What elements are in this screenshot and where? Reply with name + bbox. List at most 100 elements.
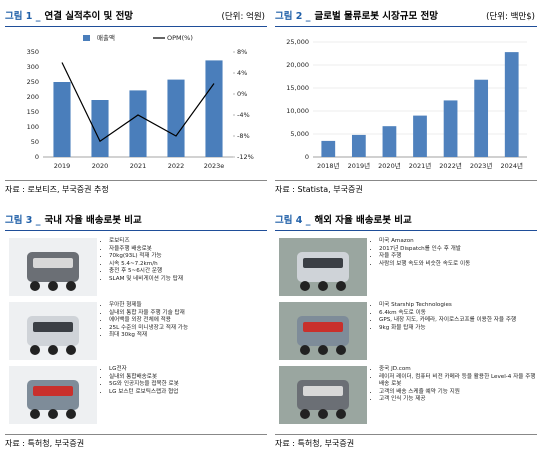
spec-item: 로보티즈 bbox=[109, 238, 271, 246]
bar bbox=[53, 82, 71, 157]
robot-row: 중국 JD.com레이저 레이더, 컴퓨터 비전 카메라 등을 활용한 Leve… bbox=[275, 364, 537, 426]
bar bbox=[91, 100, 109, 157]
legend-label: 매출액 bbox=[97, 33, 115, 42]
spec-item: 2017년 Dispatch를 인수 후 개발 bbox=[379, 246, 540, 254]
spec-item: 25L 수준의 미니냉장고 적재 가능 bbox=[109, 325, 271, 333]
bar bbox=[321, 140, 336, 157]
unit: (단위: 억원) bbox=[221, 12, 265, 22]
robot-row: 우아한 형제들실내외 통합 자율 주행 기술 탑재에어백을 외장 전체에 적용2… bbox=[5, 300, 267, 362]
chart: 0 50 100 150 200 250 300 350 -12% -8% -4% 0% 4% 8% 201… bbox=[27, 33, 254, 170]
x-tick-label: 2018년 bbox=[317, 161, 340, 170]
figure-2: 그림 2 _ 글로벌 물류로봇 시장규모 전망 (단위: 백만$) 0 5,000 10… bbox=[275, 8, 537, 195]
x-tick-label: 2021 bbox=[130, 162, 147, 170]
figure-4: 그림 4 _해외 자율 배송로봇 비교 미국 Amazon2017년 Dispa… bbox=[275, 212, 537, 449]
spec-item: 중국 JD.com bbox=[379, 366, 540, 374]
figure-title: 해외 자율 배송로봇 비교 bbox=[314, 215, 412, 226]
spec-item: 에어백을 외장 전체에 적용 bbox=[109, 317, 271, 325]
spec-item: 자율 주행 bbox=[379, 253, 540, 261]
figure-3: 그림 3 _국내 자율 배송로봇 비교 로보티즈자율주행 배송로봇70kg(93… bbox=[5, 212, 267, 449]
y-tick-label: 15,000 bbox=[286, 84, 309, 92]
figure-header: 그림 3 _ 국내 자율 배송로봇 비교 bbox=[5, 212, 267, 231]
robot-specs: 로보티즈자율주행 배송로봇70kg(93L) 적재 가능시속 5.4~7.2km… bbox=[101, 238, 271, 284]
x-tick-label: 2019 bbox=[54, 162, 71, 170]
unit: (단위: 백만$) bbox=[486, 12, 535, 22]
y-tick-label: 50 bbox=[31, 138, 39, 146]
x-tick-label: 2022 bbox=[168, 162, 185, 170]
bar bbox=[382, 126, 397, 157]
y-tick-label: 5,000 bbox=[290, 130, 309, 138]
x-tick-label: 2020 bbox=[92, 162, 109, 170]
spec-item: 사람의 보행 속도와 비슷한 속도로 이동 bbox=[379, 261, 540, 269]
spec-item: 미국 Amazon bbox=[379, 238, 540, 246]
y-tick-label: 200 bbox=[27, 93, 39, 101]
robot-row: 미국 Amazon2017년 Dispatch를 인수 후 개발자율 주행사람의… bbox=[275, 236, 537, 298]
spec-item: 고객 인식 기능 제공 bbox=[379, 396, 540, 404]
spec-item: GPS, 내장 지도, 카메라, 자이로스코프를 이용한 자율 주행 bbox=[379, 317, 540, 325]
figure-title: 국내 자율 배송로봇 비교 bbox=[44, 215, 142, 226]
robot-photo bbox=[9, 238, 97, 296]
bar bbox=[504, 52, 519, 157]
spec-item: 실내외 통합 자율 주행 기술 탑재 bbox=[109, 310, 271, 318]
spec-item: 6.4km 속도로 이동 bbox=[379, 310, 540, 318]
spec-item: 자율주행 배송로봇 bbox=[109, 246, 271, 254]
figure-title: 연결 실적추이 및 전망 bbox=[44, 11, 134, 22]
spec-item: 레이저 레이더, 컴퓨터 비전 카메라 등을 활용한 Level-4 자율 주행… bbox=[379, 374, 540, 389]
robot-row: LG전자실내외 통합배송로봇5G와 인공지능을 접목한 로봇LG 보스턴 로보틱… bbox=[5, 364, 267, 426]
y-tick-label: 350 bbox=[27, 48, 39, 56]
y2-tick-label: 0% bbox=[237, 90, 247, 98]
robot-specs: 미국 Amazon2017년 Dispatch를 인수 후 개발자율 주행사람의… bbox=[371, 238, 540, 268]
robot-row: 로보티즈자율주행 배송로봇70kg(93L) 적재 가능시속 5.4~7.2km… bbox=[5, 236, 267, 298]
bar bbox=[474, 79, 489, 157]
x-tick-label: 2019년 bbox=[348, 161, 371, 170]
y-tick-label: 0 bbox=[35, 153, 39, 161]
spec-item: 시속 5.4~7.2km/h bbox=[109, 261, 271, 269]
spec-item: 고객의 배송 스케쥴 예약 기능 지원 bbox=[379, 389, 540, 397]
x-tick-label: 2020년 bbox=[378, 161, 401, 170]
robot-row: 미국 Starship Technologies6.4km 속도로 이동GPS,… bbox=[275, 300, 537, 362]
source: 자료 : 로보티즈, 부국증권 추정 bbox=[5, 180, 267, 195]
source: 자료 : 특허청, 부국증권 bbox=[5, 434, 267, 449]
y2-tick-label: -4% bbox=[237, 111, 250, 119]
robot-specs: 중국 JD.com레이저 레이더, 컴퓨터 비전 카메라 등을 활용한 Leve… bbox=[371, 366, 540, 404]
legend-label: OPM(%) bbox=[167, 34, 193, 42]
bar bbox=[205, 60, 223, 157]
x-tick-label: 2024년 bbox=[500, 161, 523, 170]
robot-specs: LG전자실내외 통합배송로봇5G와 인공지능을 접목한 로봇LG 보스턴 로보틱… bbox=[101, 366, 271, 396]
figure-label: 그림 4 _ bbox=[275, 215, 311, 226]
figure-title: 글로벌 물류로봇 시장규모 전망 bbox=[314, 11, 439, 22]
source: 자료 : 특허청, 부국증권 bbox=[275, 434, 537, 449]
robot-photo bbox=[279, 238, 367, 296]
figure-header: 그림 2 _ 글로벌 물류로봇 시장규모 전망 (단위: 백만$) bbox=[275, 8, 537, 27]
spec-item: SLAM 및 네비게이션 기능 탑재 bbox=[109, 276, 271, 284]
x-tick-label: 2023e bbox=[204, 162, 225, 170]
y-tick-label: 25,000 bbox=[286, 38, 309, 46]
y-tick-label: 10,000 bbox=[286, 107, 309, 115]
chart: 0 5,000 10,000 15,000 20,000 25,000 2018년 2019년… bbox=[286, 38, 527, 170]
figure-header: 그림 1 _ 연결 실적추이 및 전망 (단위: 억원) bbox=[5, 8, 267, 27]
y-tick-label: 20,000 bbox=[286, 61, 309, 69]
source: 자료 : Statista, 부국증권 bbox=[275, 180, 537, 195]
robot-specs: 미국 Starship Technologies6.4km 속도로 이동GPS,… bbox=[371, 302, 540, 332]
y-tick-label: 150 bbox=[27, 108, 39, 116]
spec-item: LG 보스턴 로보틱스랩과 협업 bbox=[109, 389, 271, 397]
y2-tick-label: 8% bbox=[237, 48, 247, 56]
spec-item: 70kg(93L) 적재 가능 bbox=[109, 253, 271, 261]
spec-item: LG전자 bbox=[109, 366, 271, 374]
x-tick-label: 2022년 bbox=[439, 161, 462, 170]
y2-tick-label: -12% bbox=[237, 153, 254, 161]
y-tick-label: 250 bbox=[27, 78, 39, 86]
figure-label: 그림 1 _ bbox=[5, 11, 41, 22]
y-tick-label: 100 bbox=[27, 123, 39, 131]
bar bbox=[443, 100, 458, 157]
x-tick-label: 2021년 bbox=[409, 161, 432, 170]
spec-item: 5G와 인공지능을 접목한 로봇 bbox=[109, 381, 271, 389]
figure-label: 그림 2 _ bbox=[275, 11, 311, 22]
robot-specs: 우아한 형제들실내외 통합 자율 주행 기술 탑재에어백을 외장 전체에 적용2… bbox=[101, 302, 271, 340]
figure-1: 그림 1 _ 연결 실적추이 및 전망 (단위: 억원) 0 50 100 150 200 2… bbox=[5, 8, 267, 195]
robot-photo bbox=[9, 302, 97, 360]
line-series bbox=[61, 62, 215, 143]
y-tick-label: 300 bbox=[27, 63, 39, 71]
x-tick-label: 2023년 bbox=[470, 161, 493, 170]
robot-photo bbox=[279, 366, 367, 424]
